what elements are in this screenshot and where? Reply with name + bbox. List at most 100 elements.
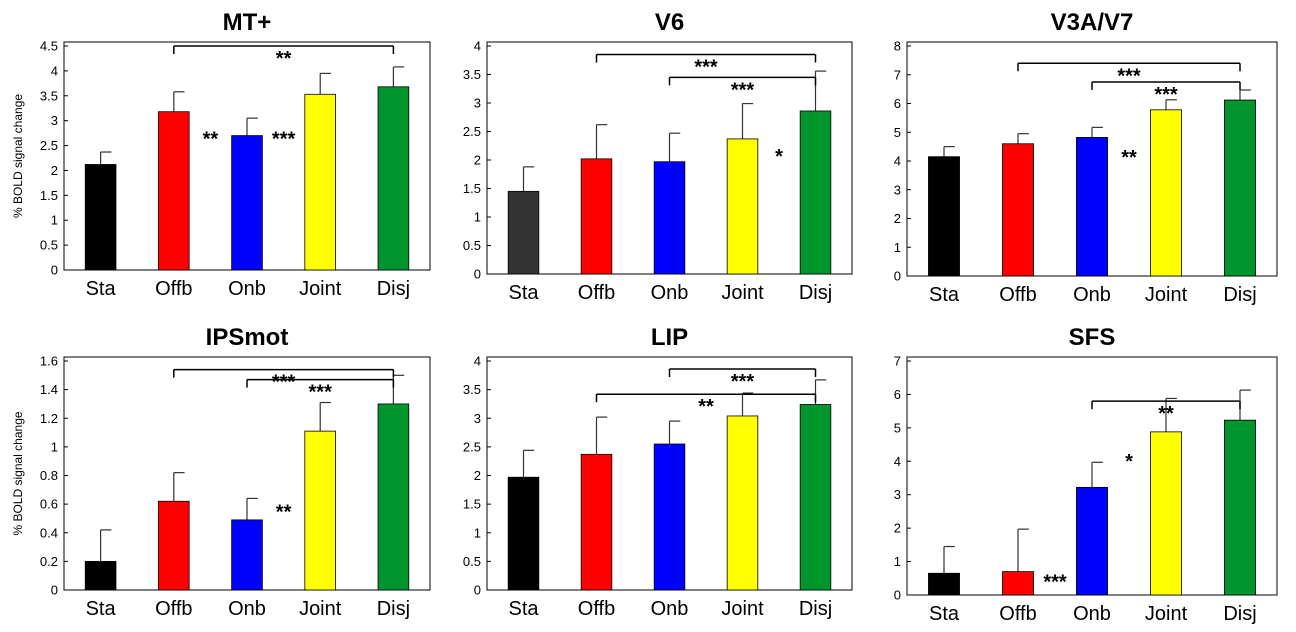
category-label: Disj [799,282,832,304]
bar [580,158,613,275]
category-label: Offb [578,598,615,620]
chart-title: V3A/V7 [1051,9,1134,36]
y-tick-label: 2 [51,163,58,178]
y-tick-label: 1 [51,439,58,454]
y-tick-label: 0 [51,583,58,598]
y-tick-label: 0.5 [40,238,58,253]
bar [1150,109,1182,277]
category-label: Sta [86,278,117,300]
y-tick-label: 0 [51,263,58,278]
y-tick-label: 3 [474,411,481,426]
category-label: Onb [1073,284,1111,306]
category-label: Joint [721,598,764,620]
y-tick-label: 4 [894,454,901,469]
significance-label: *** [1154,84,1178,106]
y-tick-label: 0 [894,269,901,284]
y-axis-label: % BOLD signal change [11,94,25,218]
y-tick-label: 1.5 [463,497,481,512]
y-tick-label: 3 [51,113,58,128]
significance-label: ** [276,48,292,70]
category-label: Disj [1223,284,1256,306]
bar [231,135,263,271]
significance-annotation: *** [272,129,296,151]
category-label: Joint [299,278,342,300]
chart-title: IPSmot [206,324,289,351]
chart-title: SFS [1069,324,1116,351]
y-tick-label: 2 [474,153,481,168]
y-tick-label: 1.4 [40,382,58,397]
bar [799,404,832,591]
bar [1076,137,1108,277]
category-label: Onb [228,598,266,620]
y-tick-label: 4 [474,39,481,54]
y-tick-label: 0.5 [463,238,481,253]
y-tick-label: 4 [894,154,901,169]
significance-label: *** [694,57,718,79]
y-tick-label: 0.4 [40,525,58,540]
y-tick-label: 1.2 [40,411,58,426]
category-label: Joint [721,282,764,304]
bar [1150,431,1182,596]
bar [304,430,336,591]
y-tick-label: 2 [894,211,901,226]
category-label: Offb [155,598,192,620]
y-tick-label: 1.5 [40,188,58,203]
category-label: Onb [228,278,266,300]
significance-label: *** [309,382,333,404]
y-tick-label: 0.5 [463,554,481,569]
bar [928,156,960,277]
bar [1076,486,1108,596]
category-label: Disj [799,598,832,620]
bar [507,190,540,275]
bar [799,110,832,275]
y-tick-label: 8 [894,39,901,54]
y-tick-label: 3.5 [463,67,481,82]
category-label: Sta [929,603,960,625]
category-label: Offb [999,603,1036,625]
y-tick-label: 0.8 [40,468,58,483]
y-tick-label: 5 [894,125,901,140]
y-tick-label: 2.5 [463,439,481,454]
bar [653,443,686,591]
category-label: Sta [929,284,960,306]
bar [158,500,190,591]
bar [231,519,263,591]
y-tick-label: 0 [894,588,901,603]
significance-annotation: ** [203,129,219,151]
category-label: Offb [155,278,192,300]
bar [580,453,613,591]
y-tick-label: 7 [894,354,901,369]
chart-title: LIP [651,324,688,351]
category-label: Offb [578,282,615,304]
bar [1224,419,1256,596]
bar [158,111,190,271]
chart-title: V6 [655,9,684,36]
bar [1224,99,1256,277]
bar [726,138,759,275]
y-tick-label: 0 [474,583,481,598]
significance-label: *** [731,79,755,101]
bar [507,476,540,591]
y-tick-label: 4 [51,63,58,78]
category-label: Sta [86,598,117,620]
significance-annotation: * [1125,451,1133,473]
y-tick-label: 3.5 [40,88,58,103]
y-tick-label: 3.5 [463,382,481,397]
category-label: Sta [508,282,539,304]
y-tick-label: 2 [474,468,481,483]
chart-title: MT+ [223,9,272,36]
category-label: Disj [1223,603,1256,625]
y-tick-label: 6 [894,387,901,402]
significance-label: *** [1117,65,1141,87]
category-label: Disj [377,598,410,620]
bar [928,572,960,596]
y-tick-label: 1 [894,554,901,569]
category-label: Joint [1145,284,1188,306]
bar [84,164,117,271]
y-tick-label: 6 [894,96,901,111]
bar [304,93,336,271]
category-label: Onb [651,598,689,620]
y-tick-label: 1.5 [463,181,481,196]
